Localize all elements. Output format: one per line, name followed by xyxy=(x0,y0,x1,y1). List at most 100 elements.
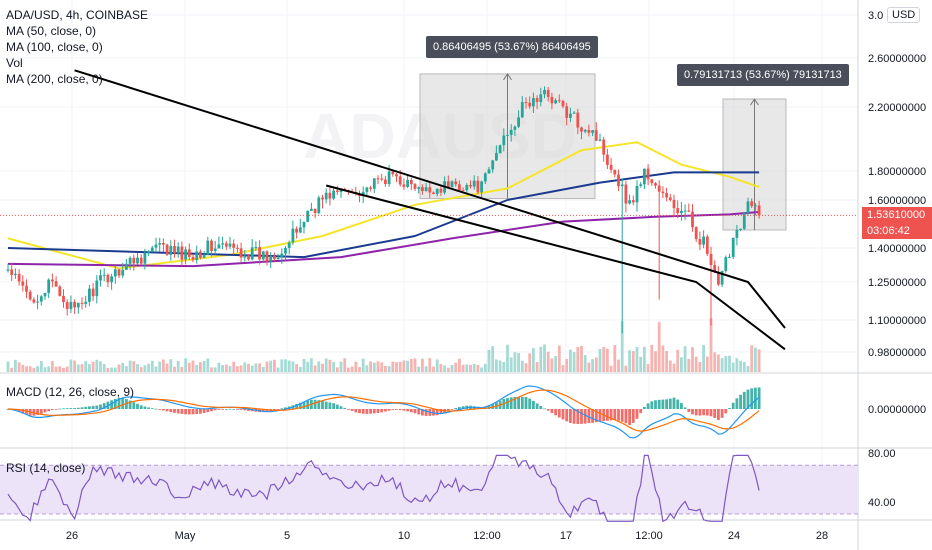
volume-bar xyxy=(413,358,417,372)
volume-bar xyxy=(239,365,243,372)
macd-hist-bar xyxy=(543,408,546,410)
candle-body xyxy=(376,178,380,180)
macd-legend[interactable]: MACD (12, 26, close, 9) xyxy=(6,385,135,399)
macd-hist-bar xyxy=(561,409,565,420)
volume-bar xyxy=(258,363,261,372)
candle-body xyxy=(535,98,539,102)
macd-hist-bar xyxy=(694,409,698,416)
candle-body xyxy=(628,200,631,204)
macd-hist-bar xyxy=(95,405,99,409)
candle-body xyxy=(587,129,591,133)
volume-bar xyxy=(617,359,620,372)
legend-ma50[interactable]: MA (50, close, 0) xyxy=(6,24,97,38)
candle-body xyxy=(162,242,165,245)
macd-hist-bar xyxy=(620,409,624,422)
macd-hist-bar xyxy=(509,397,513,409)
macd-hist-bar xyxy=(580,409,583,424)
candle-body xyxy=(36,301,39,303)
volume-bar xyxy=(306,361,310,372)
macd-hist-bar xyxy=(321,400,324,409)
volume-bar xyxy=(661,345,665,372)
macd-hist-bar xyxy=(417,409,421,415)
volume-bar xyxy=(287,360,291,372)
candle-body xyxy=(720,270,724,285)
candle-body xyxy=(754,205,757,207)
macd-hist-bar xyxy=(339,406,343,409)
macd-hist-bar xyxy=(554,409,557,416)
candle-body xyxy=(458,184,461,191)
volume-bar xyxy=(517,352,520,372)
volume-bar xyxy=(36,366,39,372)
macd-hist-bar xyxy=(91,405,95,409)
macd-hist-bar xyxy=(591,409,594,423)
volume-bar xyxy=(332,361,335,372)
candle-body xyxy=(543,89,546,95)
candle-body xyxy=(88,288,91,302)
candle-body xyxy=(495,153,498,161)
macd-hist-bar xyxy=(421,409,424,416)
candle-body xyxy=(395,174,398,177)
volume-bar xyxy=(221,364,224,372)
volume-bar xyxy=(613,345,617,372)
candle-body xyxy=(217,244,221,249)
candle-body xyxy=(335,190,339,193)
candle-body xyxy=(243,255,247,258)
macd-hist-bar xyxy=(313,399,317,409)
volume-bar xyxy=(506,344,509,372)
candle-body xyxy=(154,244,158,248)
volume-bar xyxy=(417,366,421,372)
price-tick-label: 1.25000000 xyxy=(868,277,926,289)
macd-hist-bar xyxy=(369,409,372,414)
candle-body xyxy=(191,256,195,261)
legend-vol[interactable]: Vol xyxy=(6,56,23,70)
macd-hist-bar xyxy=(191,409,195,415)
macd-hist-bar xyxy=(387,409,391,411)
volume-bar xyxy=(372,362,376,372)
macd-hist-bar xyxy=(665,399,668,409)
macd-hist-bar xyxy=(402,409,406,411)
volume-bar xyxy=(565,358,569,372)
legend-ma200[interactable]: MA (200, close, 0) xyxy=(6,72,103,86)
symbol-title[interactable]: ADA/USD, 4h, COINBASE xyxy=(6,8,149,22)
candle-body xyxy=(380,178,384,180)
macd-hist-bar xyxy=(158,409,162,410)
candle-body xyxy=(672,199,676,209)
volume-bar xyxy=(435,359,439,372)
candle-body xyxy=(691,211,694,228)
volume-bar xyxy=(691,347,694,372)
candle-body xyxy=(569,113,572,118)
candle-body xyxy=(221,243,224,245)
macd-hist-bar xyxy=(232,408,236,410)
currency-button[interactable]: USD xyxy=(887,7,921,23)
rsi-legend[interactable]: RSI (14, close) xyxy=(6,461,86,475)
volume-bar xyxy=(324,358,328,372)
legend-ma100[interactable]: MA (100, close, 0) xyxy=(6,40,103,54)
macd-hist-bar xyxy=(739,394,742,409)
candle-body xyxy=(532,98,535,107)
candle-body xyxy=(295,228,298,233)
volume-bar xyxy=(17,362,21,372)
macd-hist-bar xyxy=(520,396,524,409)
candle-body xyxy=(280,253,284,258)
candle-body xyxy=(391,171,395,175)
macd-hist-bar xyxy=(136,403,139,409)
volume-bar xyxy=(646,364,650,372)
candle-body xyxy=(73,301,76,308)
candle-body xyxy=(498,145,502,154)
volume-bar xyxy=(702,344,705,372)
volume-bar xyxy=(387,366,391,372)
candle-body xyxy=(565,106,569,118)
candle-body xyxy=(539,94,543,102)
time-tick-label: 28 xyxy=(816,530,828,542)
candle-body xyxy=(269,256,273,262)
candle-body xyxy=(54,281,58,287)
macd-hist-bar xyxy=(668,398,672,409)
macd-hist-bar xyxy=(143,406,147,409)
macd-hist-bar xyxy=(210,409,213,412)
volume-bar xyxy=(365,365,369,372)
candle-body xyxy=(613,169,617,175)
candle-body xyxy=(84,301,88,304)
volume-bar xyxy=(236,366,239,372)
candle-body xyxy=(117,269,121,276)
